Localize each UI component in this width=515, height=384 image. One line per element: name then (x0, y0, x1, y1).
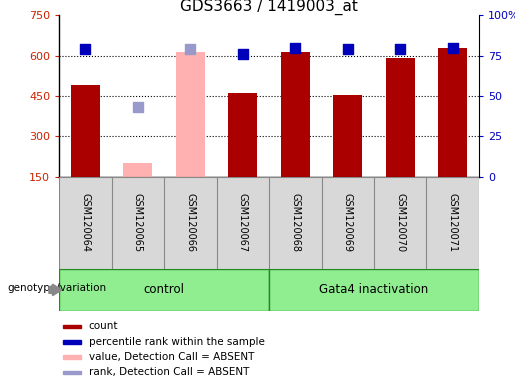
Bar (176, 52, 205, 177)
Text: count: count (89, 321, 118, 331)
Bar (386, 58, 415, 177)
Point (344, 46, 352, 52)
Point (449, 45, 457, 51)
Bar (333, 95, 362, 177)
Text: GSM120066: GSM120066 (185, 193, 195, 252)
Title: GDS3663 / 1419003_at: GDS3663 / 1419003_at (180, 0, 358, 15)
Bar (269, 269, 479, 311)
Bar (59, 269, 269, 311)
Text: percentile rank within the sample: percentile rank within the sample (89, 337, 265, 347)
Point (396, 46, 404, 52)
Text: GSM120068: GSM120068 (290, 193, 300, 252)
Text: GSM120070: GSM120070 (395, 193, 405, 252)
Point (186, 46, 195, 52)
Text: GSM120064: GSM120064 (80, 193, 91, 252)
Text: Gata4 inactivation: Gata4 inactivation (319, 283, 428, 296)
Point (291, 45, 299, 51)
Bar (63, 324, 81, 328)
Text: control: control (144, 283, 185, 296)
Bar (229, 93, 258, 177)
Text: genotype/variation: genotype/variation (8, 283, 107, 293)
Text: GSM120069: GSM120069 (343, 193, 353, 252)
Text: GSM120071: GSM120071 (448, 193, 458, 252)
Bar (63, 340, 81, 344)
Point (239, 51, 247, 57)
Bar (438, 48, 467, 177)
Bar (124, 163, 152, 177)
Text: GSM120067: GSM120067 (238, 193, 248, 252)
Point (81, 46, 90, 52)
Text: rank, Detection Call = ABSENT: rank, Detection Call = ABSENT (89, 367, 249, 377)
Bar (281, 52, 310, 177)
Text: value, Detection Call = ABSENT: value, Detection Call = ABSENT (89, 352, 254, 362)
Bar (71, 85, 100, 177)
Point (134, 104, 142, 110)
Text: GSM120065: GSM120065 (133, 193, 143, 252)
Bar (63, 355, 81, 359)
Bar (63, 371, 81, 374)
